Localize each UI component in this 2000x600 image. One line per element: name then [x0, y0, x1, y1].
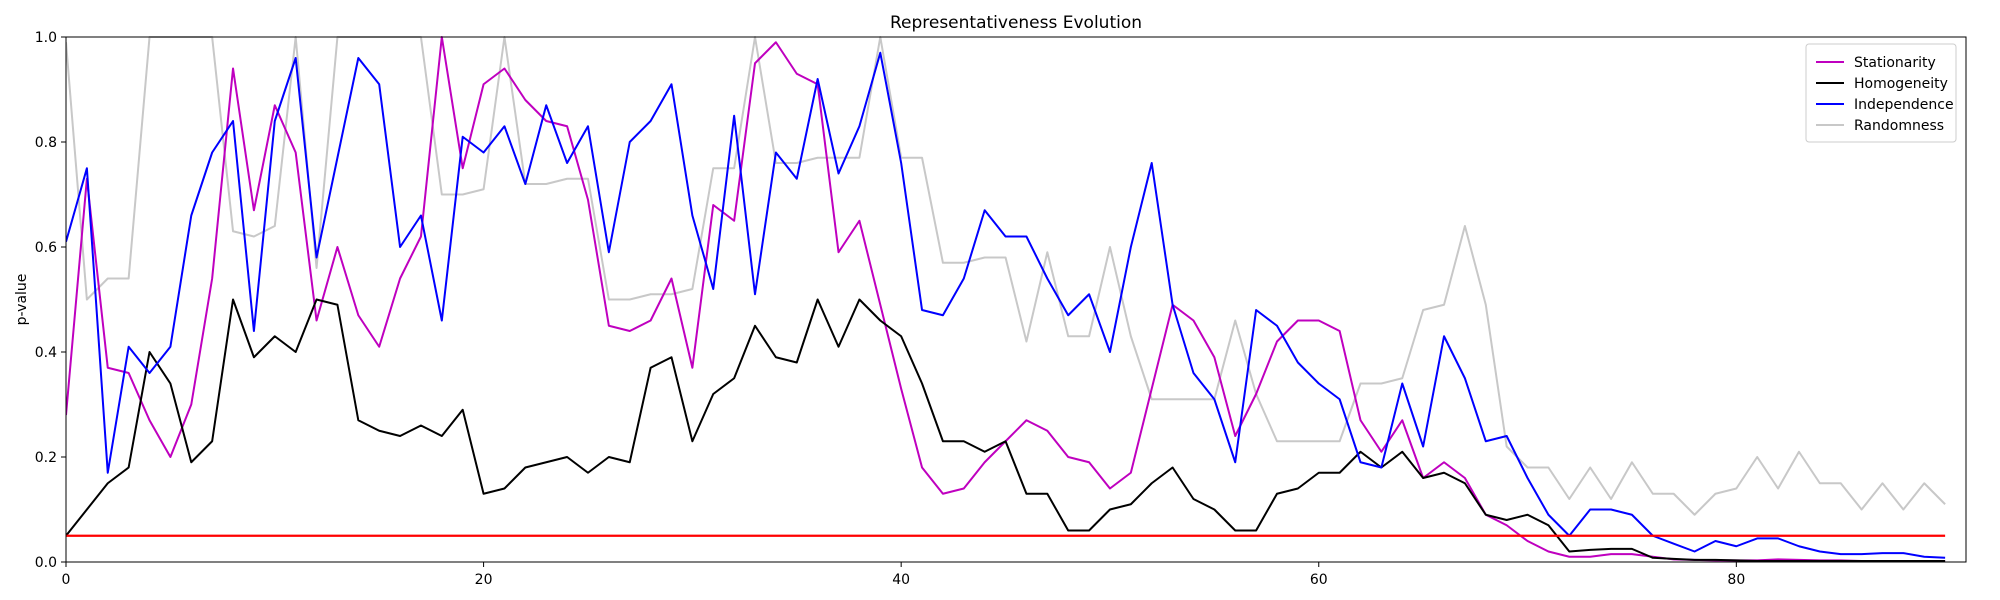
- x-tick-label: 0: [62, 572, 71, 588]
- x-axis-ticks: 0 20 40 60 80: [62, 562, 1745, 588]
- plot-frame: [65, 36, 1967, 563]
- y-tick-label: 0.2: [35, 450, 57, 466]
- legend-label-independence: Independence: [1854, 97, 1954, 113]
- legend-label-homogeneity: Homogeneity: [1854, 76, 1948, 92]
- series-line-stationarity: [66, 36, 1946, 562]
- y-axis-ticks: 0.0 0.2 0.4 0.6 0.8 1.0: [35, 30, 66, 571]
- y-tick-label: 0.4: [35, 345, 57, 361]
- y-tick-label: 1.0: [35, 30, 57, 46]
- x-tick-label: 20: [475, 572, 493, 588]
- x-tick-label: 60: [1310, 572, 1328, 588]
- y-tick-label: 0.0: [35, 555, 57, 571]
- legend-box: [1805, 43, 1957, 143]
- x-tick-label: 40: [892, 572, 910, 588]
- chart-title: Representativeness Evolution: [890, 13, 1142, 33]
- series-line-independence: [66, 51, 1946, 559]
- y-tick-label: 0.8: [35, 135, 57, 151]
- legend: Stationarity Homogeneity Independence Rando…: [1805, 43, 1957, 143]
- legend-label-randomness: Randomness: [1854, 118, 1944, 134]
- legend-label-stationarity: Stationarity: [1854, 55, 1936, 71]
- series-line-homogeneity: [66, 298, 1946, 562]
- y-axis-title: p-value: [14, 274, 30, 326]
- x-tick-label: 80: [1727, 572, 1745, 588]
- y-tick-label: 0.6: [35, 240, 57, 256]
- series-layer: [66, 36, 1946, 562]
